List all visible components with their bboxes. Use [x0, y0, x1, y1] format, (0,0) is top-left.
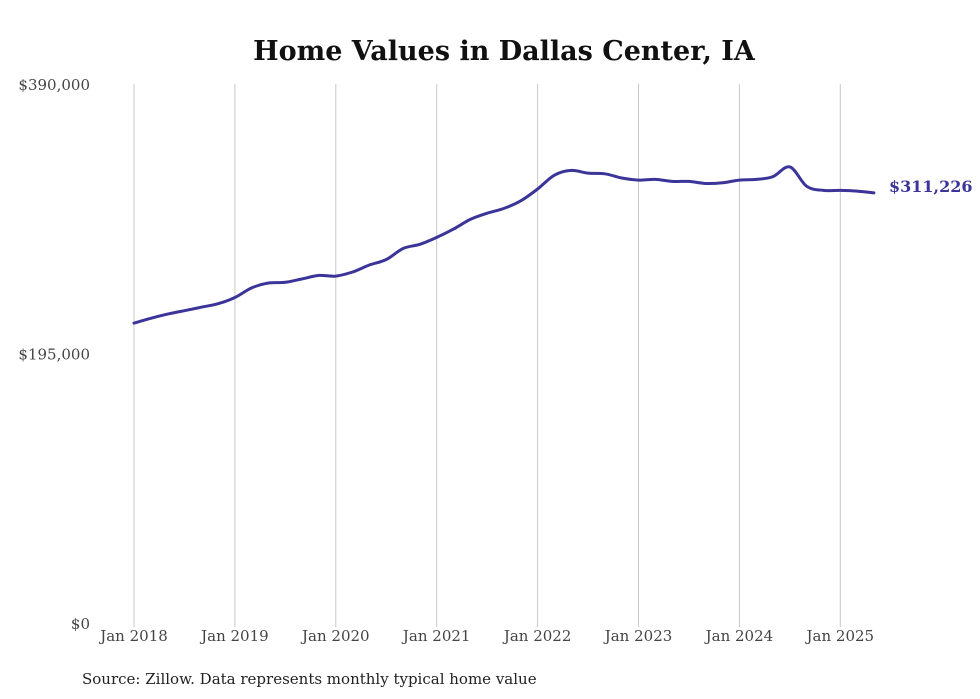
x-tick-label: Jan 2018: [98, 627, 168, 645]
x-tick-label: Jan 2021: [401, 627, 471, 645]
x-tick-label: Jan 2024: [704, 627, 774, 645]
x-tick-label: Jan 2020: [300, 627, 370, 645]
x-tick-label: Jan 2019: [199, 627, 269, 645]
y-axis-ticks: $390,000 $195,000 $0: [18, 76, 90, 633]
x-tick-label: Jan 2025: [805, 627, 875, 645]
x-axis-ticks: Jan 2018 Jan 2019 Jan 2020 Jan 2021 Jan 2022…: [98, 627, 874, 645]
x-tick-label: Jan 2023: [603, 627, 673, 645]
y-tick-label: $195,000: [18, 346, 90, 364]
gridlines: [133, 84, 841, 627]
source-note: Source: Zillow. Data represents monthly …: [82, 670, 537, 688]
end-value-label: $311,226: [889, 177, 973, 196]
y-tick-label: $390,000: [18, 76, 90, 94]
x-tick-label: Jan 2022: [502, 627, 572, 645]
chart-title: Home Values in Dallas Center, IA: [253, 36, 756, 67]
y-tick-label: $0: [71, 615, 90, 633]
series-line: [132, 165, 876, 325]
